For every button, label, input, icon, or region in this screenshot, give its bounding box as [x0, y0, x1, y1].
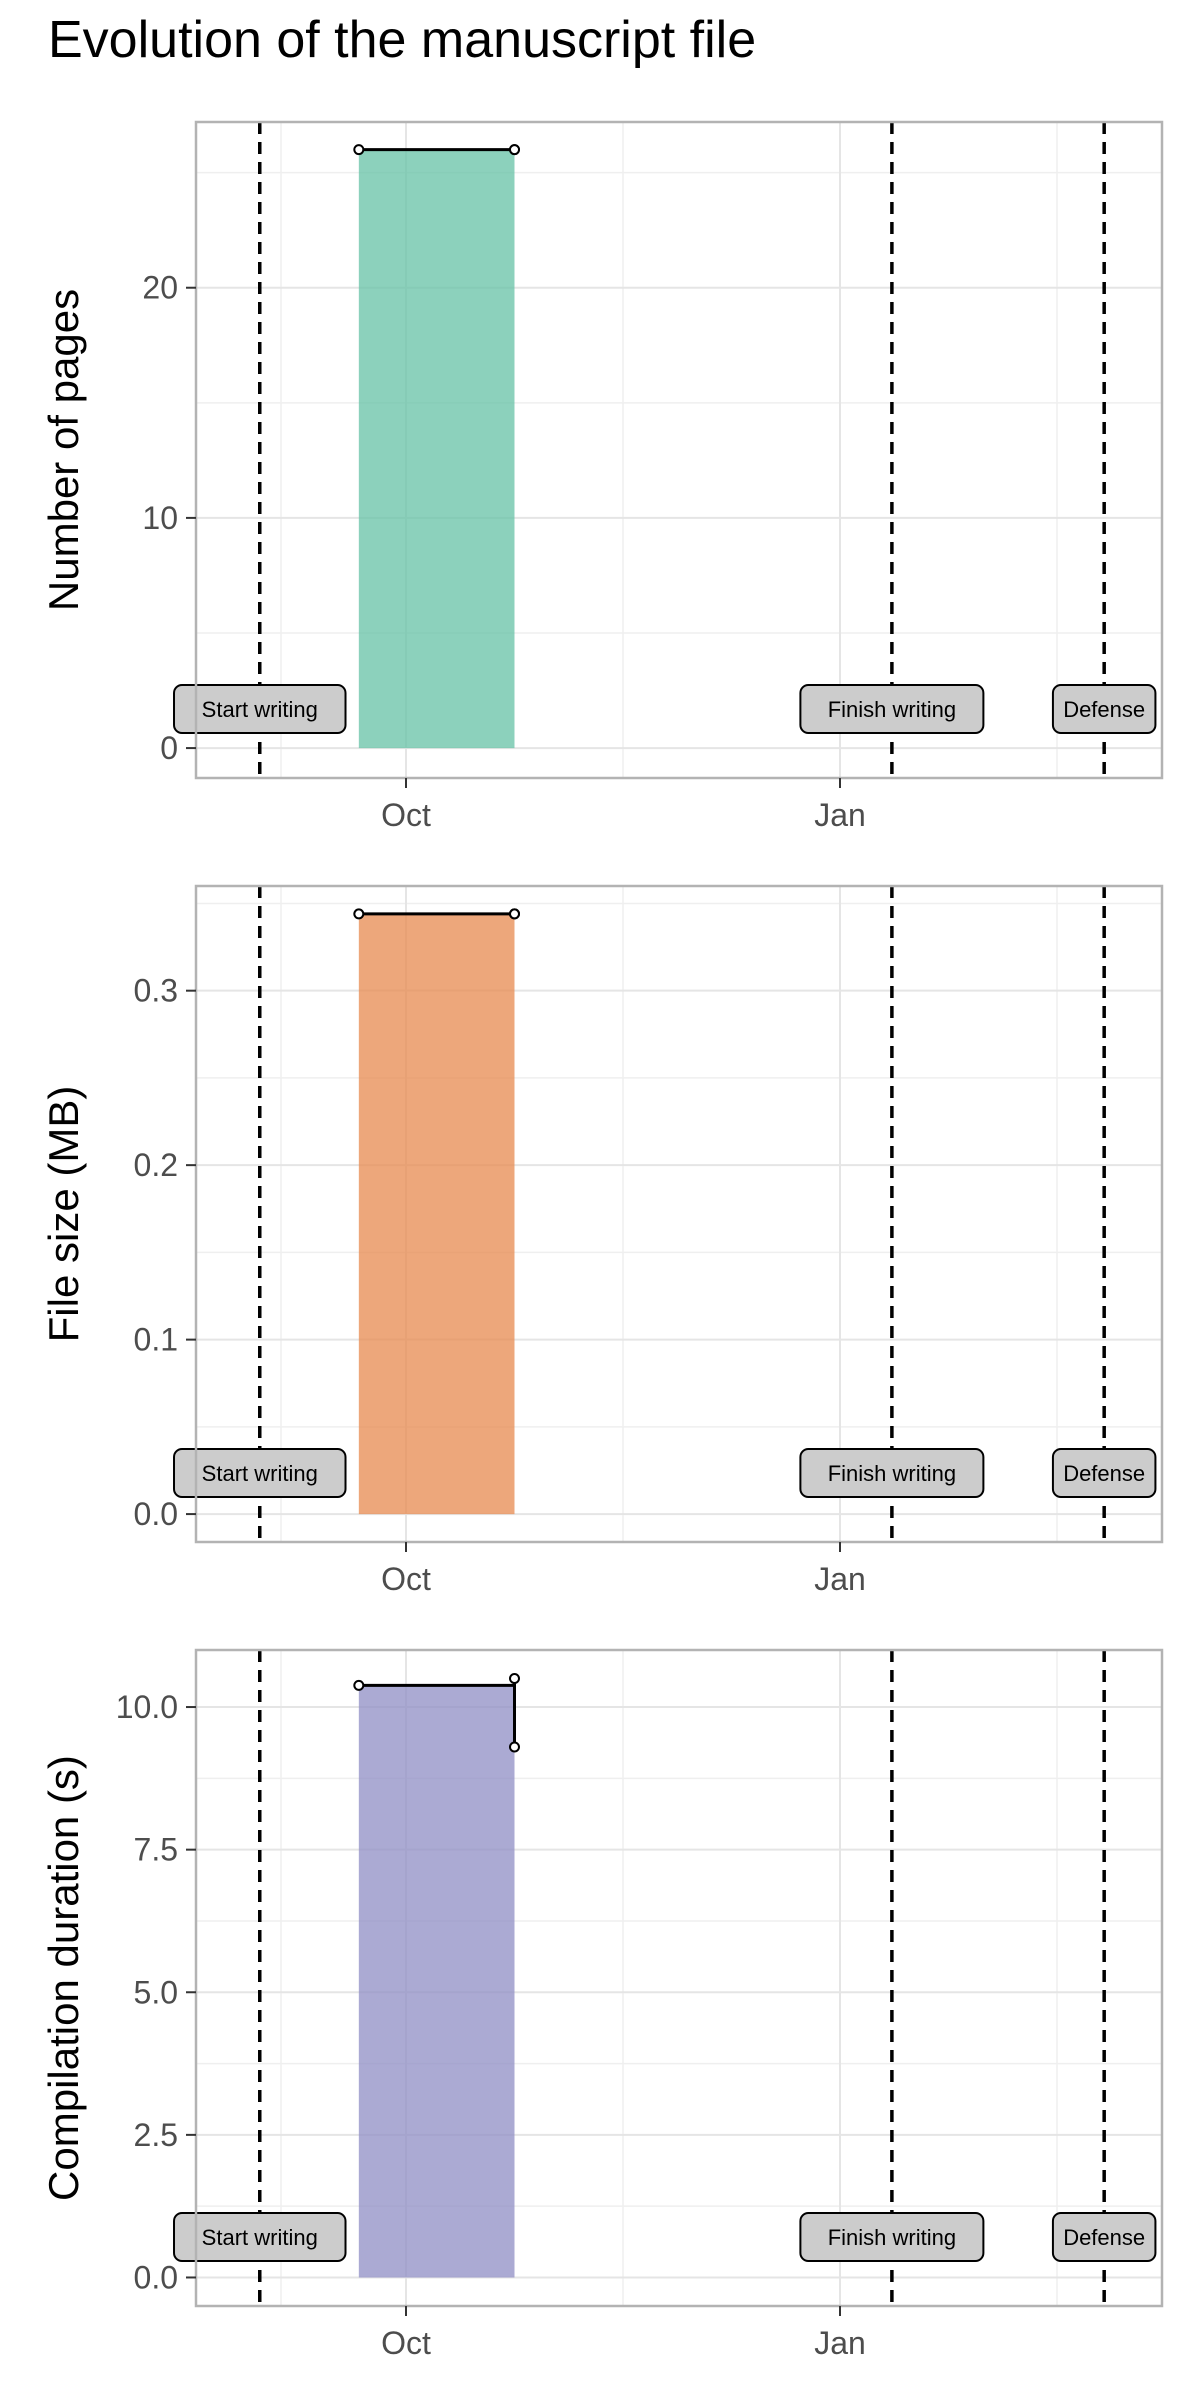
y-tick-label: 10: [142, 500, 178, 536]
data-point: [353, 908, 365, 920]
y-tick-label: 5.0: [134, 1974, 178, 2010]
y-axis-title: Number of pages: [40, 289, 87, 611]
event-label: Finish writing: [828, 697, 956, 722]
y-tick-label: 0: [160, 730, 178, 766]
chart-panel: Start writing Finish writing Defense 0.0 0.1…: [40, 884, 1164, 1597]
event-label: Start writing: [202, 1461, 318, 1486]
y-tick-label: 7.5: [134, 1832, 178, 1868]
y-tick-label: 20: [142, 270, 178, 306]
event-label: Start writing: [202, 697, 318, 722]
y-tick-label: 0.0: [134, 2259, 178, 2295]
event-label-box: [1051, 684, 1157, 734]
panel-border: [194, 1648, 1164, 2308]
data-point: [509, 1741, 520, 1753]
event-label: Finish writing: [828, 2225, 956, 2250]
event-label-box: [1051, 2212, 1157, 2262]
event-label-box: [173, 2212, 347, 2262]
chart-panel: Start writing Finish writing Defense 0.0 2.5…: [40, 1648, 1164, 2361]
area-fill: [358, 913, 515, 1515]
panel-border: [194, 120, 1164, 780]
y-axis-title: File size (MB): [40, 1086, 87, 1343]
event-label-box: [1051, 1448, 1157, 1498]
event-label: Start writing: [202, 2225, 318, 2250]
panel-border: [194, 884, 1164, 1544]
x-tick-label: Oct: [381, 2325, 431, 2361]
y-tick-label: 0.0: [134, 1496, 178, 1532]
event-label-box: [799, 1448, 985, 1498]
y-tick-label: 0.3: [134, 973, 178, 1009]
data-point: [353, 144, 365, 156]
event-label: Finish writing: [828, 1461, 956, 1486]
x-tick-label: Oct: [381, 1561, 431, 1597]
event-label: Defense: [1063, 2225, 1145, 2250]
y-tick-label: 0.2: [134, 1147, 178, 1183]
data-point: [509, 1673, 520, 1685]
data-point: [353, 1679, 365, 1691]
x-tick-label: Jan: [814, 797, 866, 833]
event-label: Defense: [1063, 697, 1145, 722]
event-label-box: [173, 684, 347, 734]
area-fill: [358, 1678, 515, 2278]
event-label-box: [799, 684, 985, 734]
area-fill: [358, 149, 515, 749]
x-tick-label: Jan: [814, 1561, 866, 1597]
event-label-box: [799, 2212, 985, 2262]
x-tick-label: Jan: [814, 2325, 866, 2361]
x-tick-label: Oct: [381, 797, 431, 833]
y-axis-title: Compilation duration (s): [40, 1755, 87, 2201]
data-point: [509, 908, 520, 920]
y-tick-label: 2.5: [134, 2117, 178, 2153]
data-point: [509, 144, 520, 156]
page-title: Evolution of the manuscript file: [48, 11, 757, 69]
event-label: Defense: [1063, 1461, 1145, 1486]
event-label-box: [173, 1448, 347, 1498]
chart-panel: Start writing Finish writing Defense 0 10 20 O…: [40, 120, 1164, 833]
y-tick-label: 0.1: [134, 1322, 178, 1358]
y-tick-label: 10.0: [116, 1689, 178, 1725]
